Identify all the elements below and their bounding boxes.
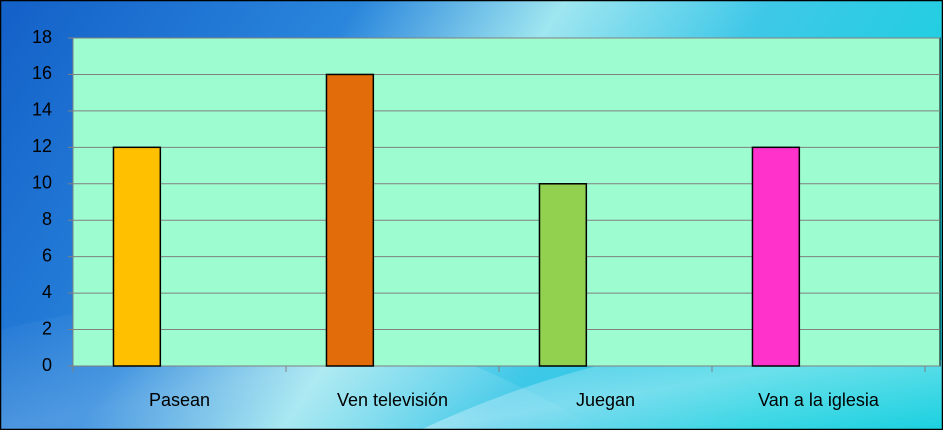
y-tick-label: 6 [42,245,52,265]
plot-area [72,37,941,367]
y-tick-label: 14 [32,100,52,120]
x-tick-label: Pasean [149,390,210,410]
x-tick-label: Van a la iglesia [758,390,880,410]
y-tick-label: 4 [42,282,52,302]
y-tick-label: 2 [42,318,52,338]
y-tick-label: 12 [32,136,52,156]
x-tick-label: Ven televisión [337,390,448,410]
bar [538,183,588,367]
bar [751,146,801,367]
bar [325,73,375,367]
bar [112,146,162,367]
y-tick-label: 10 [32,173,52,193]
y-tick-label: 16 [32,63,52,83]
x-tick-label: Juegan [576,390,635,410]
y-tick-label: 8 [42,209,52,229]
y-tick-label: 0 [42,355,52,375]
y-tick-label: 18 [32,27,52,47]
